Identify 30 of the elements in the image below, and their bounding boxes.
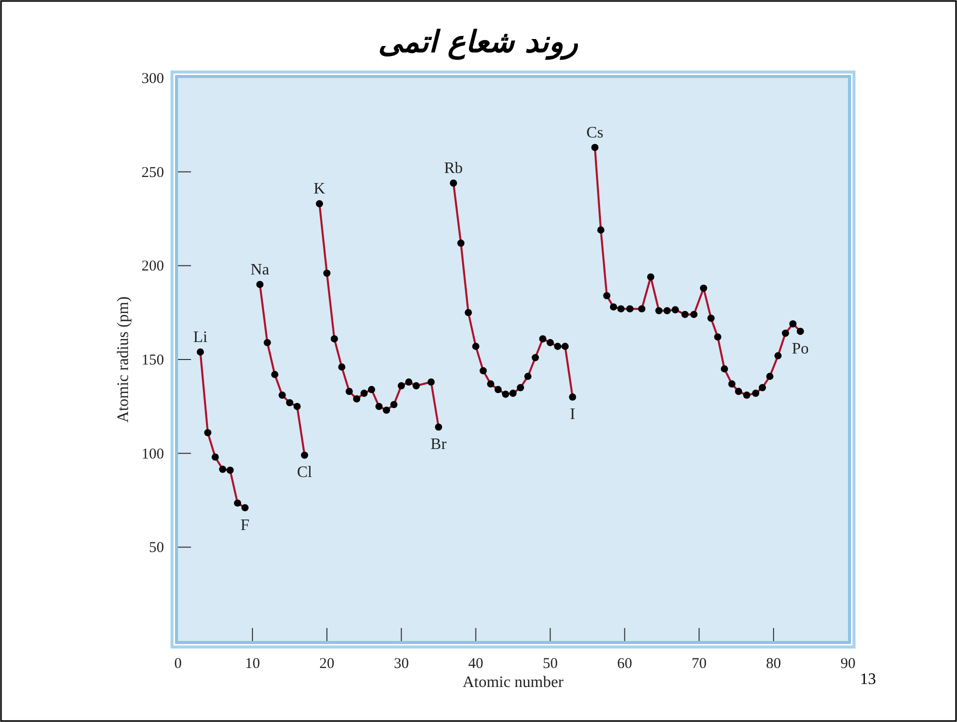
x-tick-label: 20 bbox=[319, 656, 334, 672]
x-tick-label: 30 bbox=[394, 656, 409, 672]
chart-title: روند شعاع اتمی bbox=[378, 25, 578, 60]
x-tick-label: 60 bbox=[617, 656, 632, 672]
annotation: Cl bbox=[296, 464, 313, 482]
x-tick-label: 80 bbox=[766, 656, 782, 672]
y-tick-label: 100 bbox=[142, 446, 164, 462]
y-tick-label: 200 bbox=[142, 258, 164, 275]
y-tick-label: 150 bbox=[142, 352, 164, 368]
annotation: K bbox=[314, 180, 326, 198]
x-tick-label: 70 bbox=[692, 656, 707, 672]
annotation: F bbox=[240, 516, 250, 534]
annotation: Br bbox=[430, 436, 448, 454]
y-tick-label: 250 bbox=[142, 164, 164, 181]
y-axis-title: Atomic radius (pm) bbox=[115, 296, 132, 423]
annotation: I bbox=[570, 406, 576, 424]
x-tick-label: 0 bbox=[174, 656, 182, 672]
x-tick-label: 90 bbox=[840, 656, 856, 672]
x-axis-title: Atomic number bbox=[462, 674, 564, 691]
annotation: Na bbox=[250, 261, 270, 278]
annotation: Li bbox=[193, 328, 208, 346]
x-tick-label: 10 bbox=[244, 656, 260, 672]
annotation: Cs bbox=[586, 124, 604, 142]
annotation: Rb bbox=[444, 160, 463, 178]
y-tick-label: 300 bbox=[142, 71, 164, 87]
y-tick-label: 50 bbox=[149, 540, 164, 556]
annotation: Po bbox=[792, 340, 809, 358]
x-tick-label: 40 bbox=[468, 656, 484, 672]
text: 13 bbox=[860, 671, 876, 688]
x-tick-label: 50 bbox=[542, 656, 558, 672]
